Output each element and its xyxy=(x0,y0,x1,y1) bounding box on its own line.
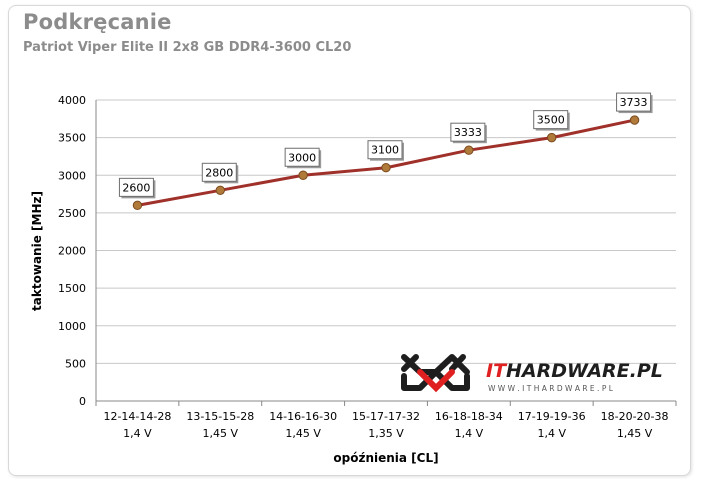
data-label-text: 3733 xyxy=(620,96,648,109)
data-labels: 2600 2800 3000 3100 3333 3500 3733 xyxy=(118,92,653,199)
chart-subtitle: Patriot Viper Elite II 2x8 GB DDR4-3600 … xyxy=(23,40,352,55)
grid-lines xyxy=(96,99,676,364)
x-tick-voltage: 1,45 V xyxy=(617,427,653,440)
data-point xyxy=(464,145,474,155)
x-tick-voltage: 1,35 V xyxy=(368,427,404,440)
data-label: 3100 xyxy=(367,140,404,161)
x-tick-label: 15-17-17-32 xyxy=(352,410,420,423)
x-tick-voltage: 1,4 V xyxy=(123,427,152,440)
data-label-text: 2600 xyxy=(122,181,150,194)
y-tick-label: 2500 xyxy=(58,207,86,220)
y-tick-label: 2000 xyxy=(58,245,86,258)
data-label-box xyxy=(201,162,237,182)
data-label: 2800 xyxy=(201,162,239,184)
data-label: 3000 xyxy=(284,147,322,169)
data-label-text: 3500 xyxy=(537,114,565,127)
data-label-box xyxy=(367,140,403,160)
x-tick-label: 18-20-20-38 xyxy=(601,410,669,423)
data-label-text: 2800 xyxy=(205,166,233,179)
brand-it: IT xyxy=(486,360,508,382)
y-tick-label: 0 xyxy=(79,395,86,408)
data-label-text: 3100 xyxy=(371,144,399,157)
y-tick-label: 500 xyxy=(65,357,86,370)
x-axis-title: opóźnienia [CL] xyxy=(333,451,438,465)
data-label: 3733 xyxy=(616,92,653,114)
data-point xyxy=(298,170,308,180)
data-point xyxy=(381,163,391,173)
x-tick-label: 16-18-18-34 xyxy=(435,410,503,423)
chart-card xyxy=(8,5,691,476)
series-line xyxy=(132,115,640,211)
data-label-box xyxy=(284,147,320,167)
x-tick-voltage: 1,4 V xyxy=(455,427,484,440)
y-tick-label: 1500 xyxy=(58,282,86,295)
data-point xyxy=(629,115,640,125)
ithardware-logo-icon xyxy=(401,354,470,393)
y-tick-label: 3500 xyxy=(58,132,86,145)
data-label-box xyxy=(118,177,154,197)
y-tick-label: 1000 xyxy=(58,320,86,333)
data-point xyxy=(132,200,143,211)
data-label-box xyxy=(616,92,652,112)
brand-url: W W W . I T H A R D W A R E . P L xyxy=(488,384,614,393)
data-point xyxy=(547,132,557,143)
chart-title: Podkręcanie xyxy=(23,10,172,34)
data-point xyxy=(215,185,225,196)
y-axis-title: taktowanie [MHz] xyxy=(30,191,44,311)
data-label: 3333 xyxy=(450,122,487,144)
ithardware-watermark: ITHARDWARE.PL W W W . I T H A R D W A R … xyxy=(401,354,663,393)
data-label-box xyxy=(450,122,486,142)
data-label-text: 3333 xyxy=(454,126,482,139)
series-line-path xyxy=(137,118,635,207)
x-tick-labels: 12-14-14-28 1,4 V 13-15-15-28 1,45 V 14-16-1… xyxy=(103,410,668,440)
x-tick-voltage: 1,45 V xyxy=(285,427,321,440)
x-tick-label: 13-15-15-28 xyxy=(186,410,254,423)
x-tick-label: 14-16-16-30 xyxy=(269,410,337,423)
data-label-box xyxy=(533,110,569,130)
x-tick-voltage: 1,4 V xyxy=(537,427,566,440)
y-tick-label: 3000 xyxy=(58,169,86,182)
data-label: 3500 xyxy=(533,110,570,131)
axes xyxy=(95,100,677,406)
x-tick-label: 17-19-19-36 xyxy=(518,410,586,423)
brand-rest: HARDWARE.PL xyxy=(506,360,663,382)
y-tick-labels: 0 500 1000 1500 2000 2500 3000 3500 4000 xyxy=(58,94,86,408)
data-label: 2600 xyxy=(118,177,156,199)
svg-text:ITHARDWARE.PL: ITHARDWARE.PL xyxy=(486,360,663,382)
y-tick-label: 4000 xyxy=(58,94,86,107)
x-tick-label: 12-14-14-28 xyxy=(103,410,171,423)
data-label-text: 3000 xyxy=(288,151,316,164)
x-tick-voltage: 1,45 V xyxy=(203,427,239,440)
